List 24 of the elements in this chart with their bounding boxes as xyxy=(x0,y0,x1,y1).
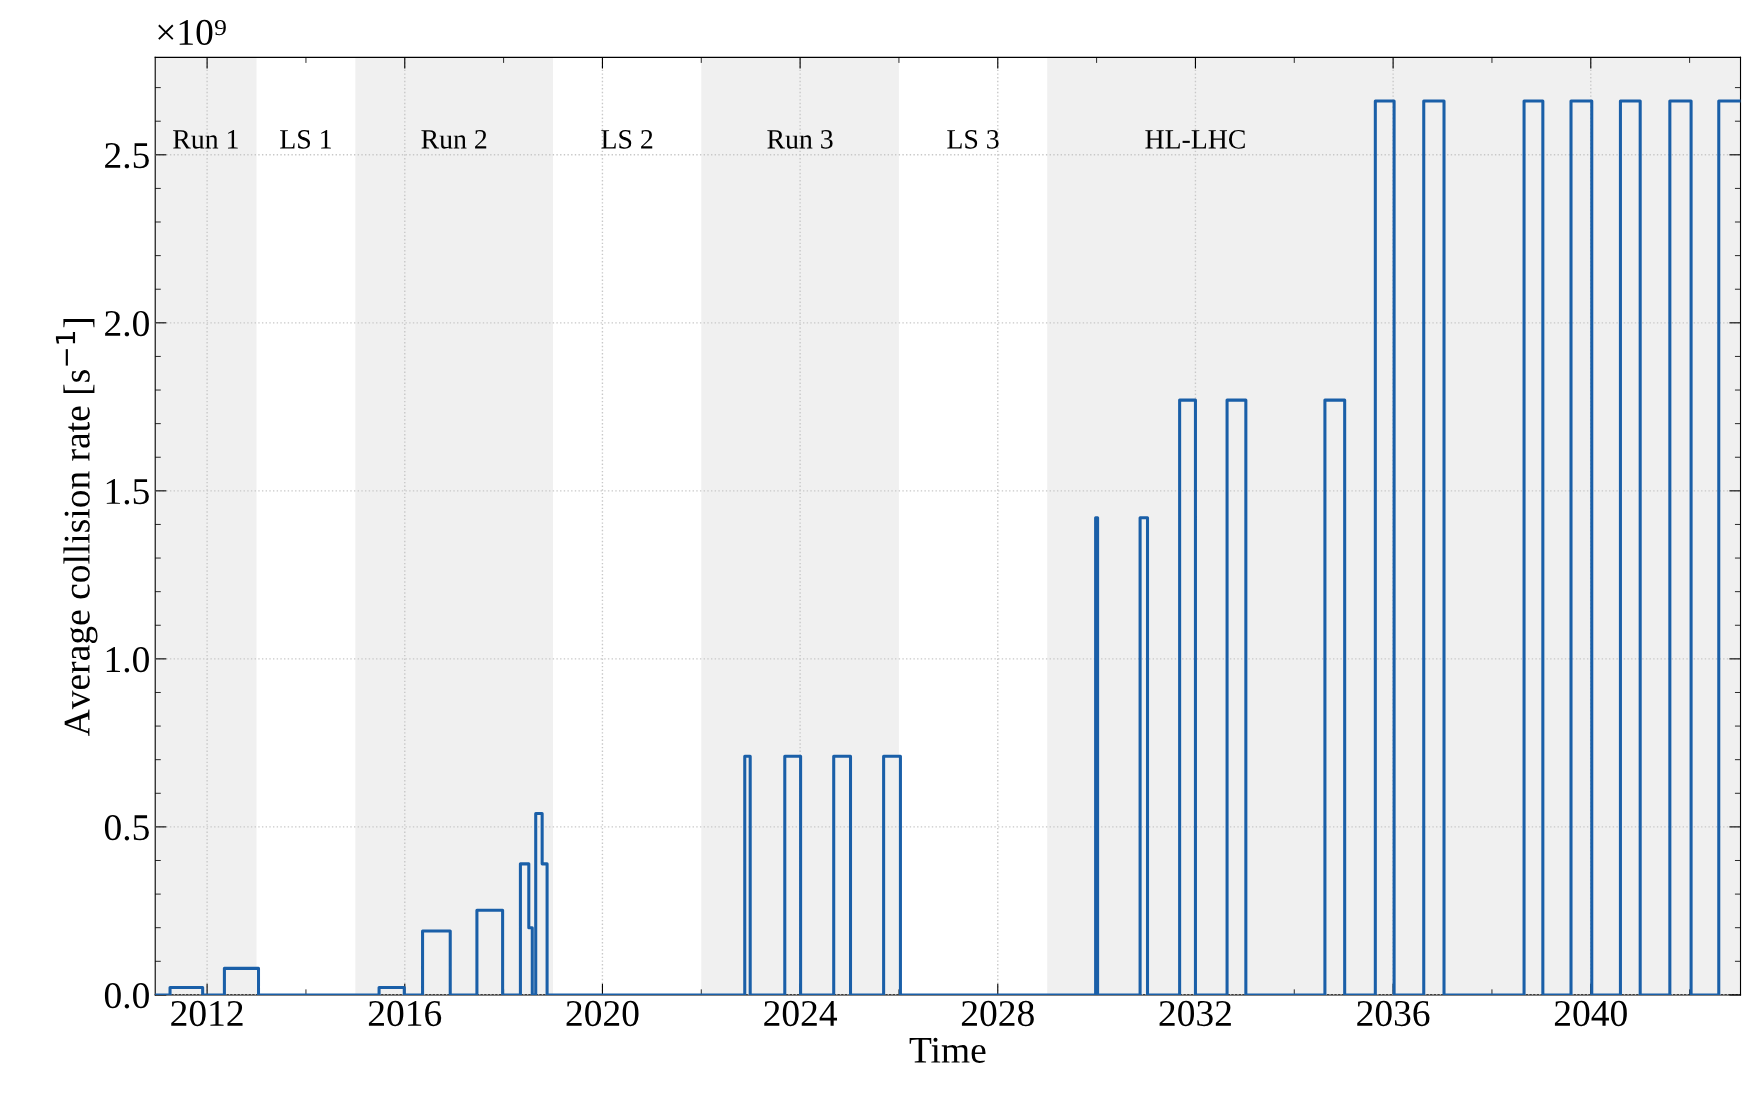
x-tick-label: 2016 xyxy=(368,1000,442,1027)
y-axis-title: Average collision rate [s$^{−1}$] xyxy=(55,318,98,736)
y-tick-label: 0.0 xyxy=(104,982,149,1009)
band-label: HL-LHC xyxy=(1145,130,1245,149)
x-tick-label: 2028 xyxy=(961,1000,1034,1027)
band-label: Run 3 xyxy=(767,130,833,149)
y-tick-label: 1.0 xyxy=(106,646,149,673)
x-tick-label: 2020 xyxy=(566,1000,639,1027)
y-tick-label: 2.5 xyxy=(105,142,149,169)
x-axis-title: Time xyxy=(909,1037,986,1063)
x-tick-label: 2036 xyxy=(1357,1000,1430,1027)
x-tick-label: 2040 xyxy=(1554,1000,1627,1027)
text: ×10⁹ xyxy=(158,19,226,46)
annotation: LS 1 xyxy=(280,130,331,149)
x-tick-label: 2012 xyxy=(171,1000,243,1027)
y-tick-label: 2.0 xyxy=(105,310,149,337)
band-label: Run 1 xyxy=(173,130,238,149)
y-tick-label: 1.5 xyxy=(106,479,149,505)
band-label: Run 2 xyxy=(421,130,487,149)
annotation: LS 3 xyxy=(947,130,999,149)
y-tick-label: 0.5 xyxy=(104,814,149,841)
x-tick-label: 2024 xyxy=(764,1000,838,1027)
annotation: LS 2 xyxy=(601,130,653,149)
x-tick-label: 2032 xyxy=(1159,1000,1231,1027)
